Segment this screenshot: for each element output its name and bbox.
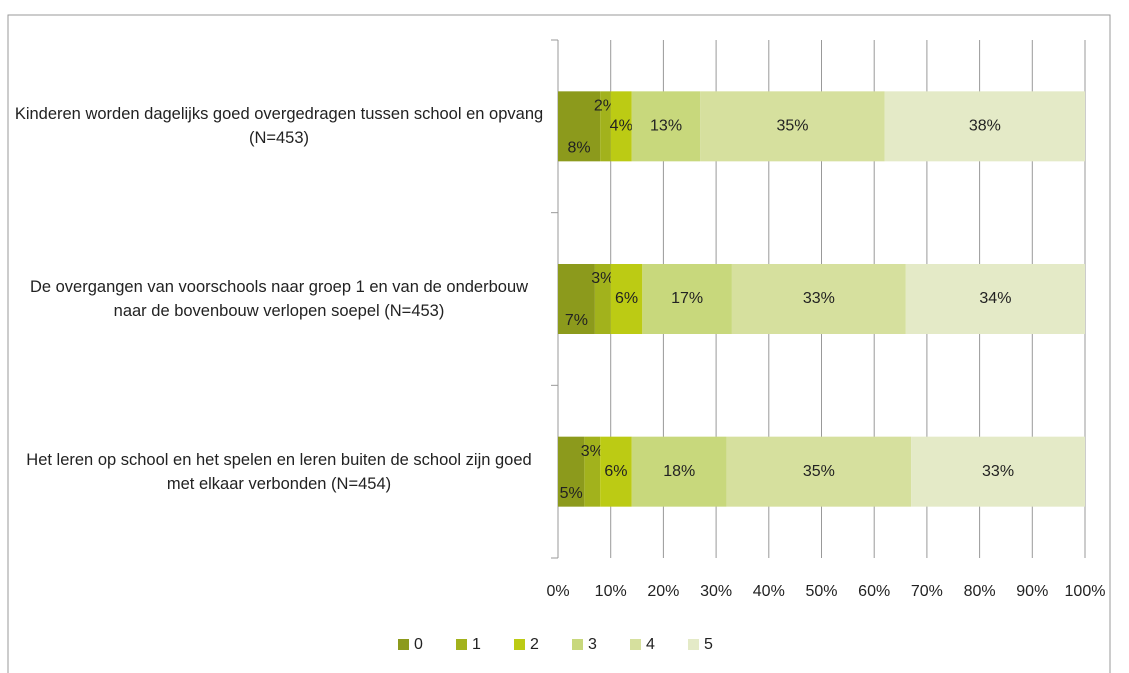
legend-swatch (688, 639, 699, 650)
x-tick-label: 40% (753, 583, 785, 600)
value-label: 5% (560, 485, 583, 502)
value-label: 6% (615, 290, 638, 307)
legend-swatch (630, 639, 641, 650)
chart-frame (7, 14, 1111, 673)
value-label: 38% (969, 118, 1001, 135)
legend-label: 5 (704, 636, 713, 653)
legend-swatch (456, 639, 467, 650)
bar-segment (642, 264, 732, 334)
x-tick-label: 90% (1016, 583, 1048, 600)
value-label: 4% (610, 118, 633, 135)
bar-segment (558, 264, 595, 334)
value-label: 33% (803, 290, 835, 307)
legend-swatch (514, 639, 525, 650)
x-tick-label: 30% (700, 583, 732, 600)
x-tick-label: 50% (805, 583, 837, 600)
bar-segment (884, 91, 1085, 162)
x-tick-label: 10% (595, 583, 627, 600)
legend-label: 1 (472, 636, 481, 653)
legend-label: 2 (530, 636, 539, 653)
bar-segment (731, 264, 906, 334)
legend-label: 4 (646, 636, 655, 653)
category-label: Kinderen worden dagelijks goed overgedra… (14, 105, 544, 148)
value-label: 3% (591, 270, 614, 287)
category-label: Het leren op school en het spelen en ler… (26, 450, 532, 493)
x-tick-label: 70% (911, 583, 943, 600)
bar-segment (610, 91, 632, 162)
value-label: 35% (803, 463, 835, 480)
legend-swatch (398, 639, 409, 650)
legend-label: 3 (588, 636, 597, 653)
bar-segment (584, 436, 601, 507)
bar-segment (558, 91, 601, 162)
value-label: 6% (604, 463, 627, 480)
category-label: De overgangen van voorschools naar groep… (29, 278, 529, 320)
x-tick-label: 60% (858, 583, 890, 600)
x-tick-label: 80% (964, 583, 996, 600)
bar-segment (594, 264, 611, 334)
value-label: 18% (663, 463, 695, 480)
x-tick-label: 100% (1065, 583, 1106, 600)
value-label: 33% (982, 463, 1014, 480)
value-label: 17% (671, 290, 703, 307)
x-tick-label: 20% (647, 583, 679, 600)
bar-segment (558, 436, 585, 507)
bar-segment (700, 91, 885, 162)
legend-swatch (572, 639, 583, 650)
x-tick-label: 0% (546, 583, 569, 600)
bar-segment (600, 91, 611, 162)
bar-segment (905, 264, 1085, 334)
value-label: 13% (650, 118, 682, 135)
bar-segment (726, 436, 912, 507)
value-label: 34% (979, 290, 1011, 307)
bar-segment (600, 436, 632, 507)
value-label: 35% (776, 118, 808, 135)
bar-segment (610, 264, 643, 334)
bar-segment (631, 436, 727, 507)
value-label: 8% (568, 140, 591, 157)
value-label: 7% (565, 312, 588, 329)
legend-label: 0 (414, 636, 423, 653)
bar-segment (631, 91, 701, 162)
bar-segment (911, 436, 1085, 507)
value-label: 3% (581, 443, 604, 460)
